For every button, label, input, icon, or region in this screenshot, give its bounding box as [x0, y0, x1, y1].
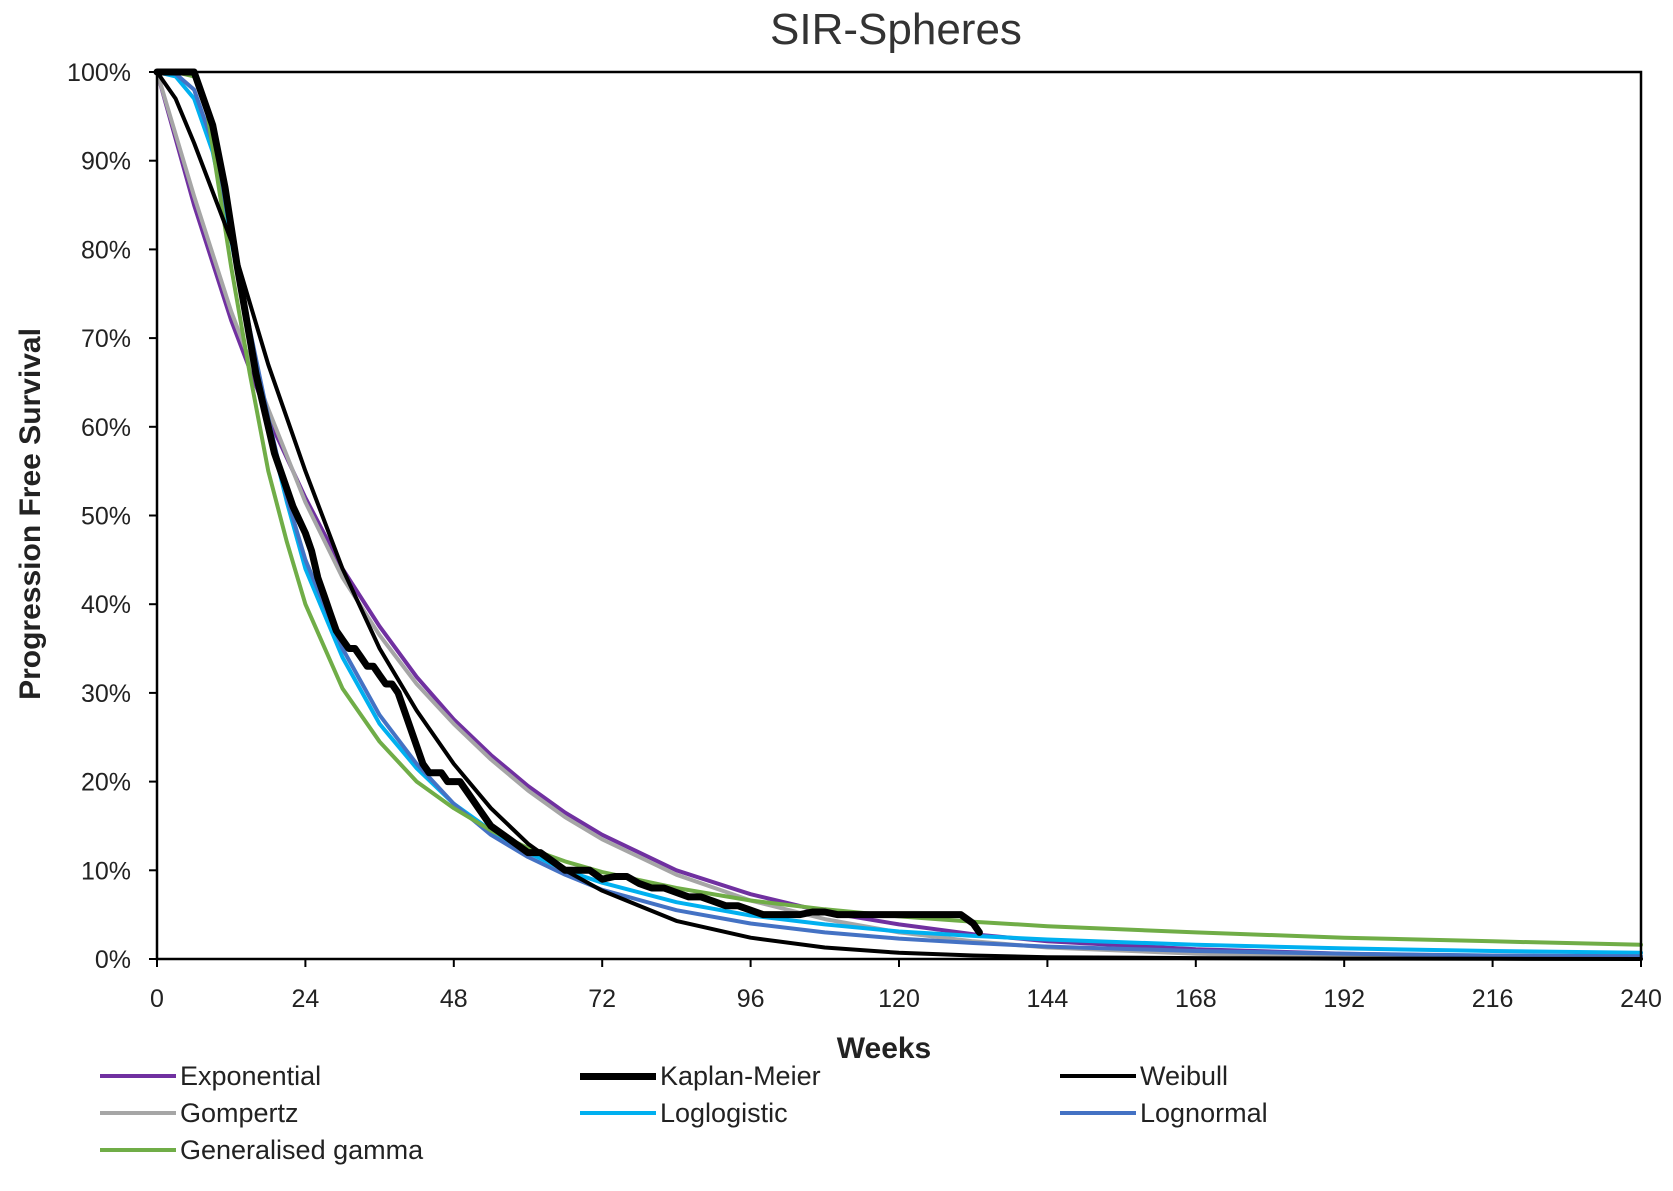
- legend-swatch: [580, 1072, 656, 1080]
- series-line-weibull: [155, 70, 1643, 961]
- legend-item: Gompertz: [100, 1095, 299, 1131]
- y-tick-label: 20%: [81, 769, 131, 797]
- series-line-lognormal: [155, 70, 1643, 959]
- y-tick-label: 60%: [81, 414, 131, 442]
- legend-item: Exponential: [100, 1058, 321, 1094]
- legend-label: Kaplan-Meier: [660, 1060, 821, 1091]
- legend-label: Gompertz: [180, 1097, 299, 1128]
- series-line-gompertz: [155, 70, 1643, 961]
- y-axis-title: Progression Free Survival: [14, 328, 47, 700]
- y-tick-label: 0%: [95, 946, 131, 974]
- x-tick-label: 216: [1472, 985, 1514, 1013]
- y-tick-label: 90%: [81, 148, 131, 176]
- y-tick-label: 40%: [81, 591, 131, 619]
- x-tick-label: 120: [878, 985, 920, 1013]
- legend-label: Loglogistic: [660, 1097, 788, 1128]
- x-axis-ticks: 0 24 48 72 96 120 144 168 192 216 240: [150, 959, 1662, 1013]
- y-tick-label: 30%: [81, 680, 131, 708]
- y-tick-label: 10%: [81, 857, 131, 885]
- legend-label: Generalised gamma: [180, 1134, 424, 1165]
- x-tick-label: 144: [1027, 985, 1069, 1013]
- x-tick-label: 48: [440, 985, 468, 1013]
- series-lines: [153, 68, 1643, 961]
- legend: Exponential Kaplan-Meier Weibull Gompertz Lo…: [100, 1061, 1540, 1186]
- x-tick-label: 168: [1175, 985, 1217, 1013]
- legend-swatch: [580, 1111, 656, 1115]
- legend-item: Kaplan-Meier: [580, 1058, 821, 1094]
- legend-item: Loglogistic: [580, 1095, 788, 1131]
- x-tick-label: 72: [588, 985, 616, 1013]
- y-tick-label: 100%: [67, 59, 131, 87]
- legend-item: Generalised gamma: [100, 1132, 423, 1168]
- x-tick-label: 24: [291, 985, 319, 1013]
- legend-label: Lognormal: [1140, 1097, 1268, 1128]
- legend-label: Exponential: [180, 1060, 322, 1091]
- legend-item: Weibull: [1060, 1058, 1228, 1094]
- y-tick-label: 80%: [81, 236, 131, 264]
- legend-swatch: [100, 1148, 176, 1152]
- y-axis-ticks: 0% 10% 20% 30% 40% 50% 60% 70% 80% 90% 100%: [67, 59, 157, 974]
- series-line-kaplan-meier: [153, 68, 983, 936]
- x-tick-label: 96: [737, 985, 765, 1013]
- series-line-loglogistic: [155, 70, 1643, 955]
- x-axis-title: Weeks: [837, 1032, 932, 1065]
- x-tick-label: 0: [150, 985, 164, 1013]
- series-line-generalised-gamma: [155, 70, 1643, 947]
- x-tick-label: 240: [1620, 985, 1662, 1013]
- chart-title: SIR-Spheres: [770, 5, 1022, 54]
- series-line-exponential: [155, 70, 1643, 961]
- plot-area-frame: [155, 70, 1643, 961]
- legend-item: Lognormal: [1060, 1095, 1268, 1131]
- legend-swatch: [1060, 1111, 1136, 1115]
- y-tick-label: 50%: [81, 503, 131, 531]
- legend-label: Weibull: [1140, 1060, 1229, 1091]
- x-tick-label: 192: [1323, 985, 1365, 1013]
- legend-swatch: [1060, 1074, 1136, 1078]
- legend-swatch: [100, 1111, 176, 1115]
- legend-swatch: [100, 1074, 176, 1078]
- y-tick-label: 70%: [81, 325, 131, 353]
